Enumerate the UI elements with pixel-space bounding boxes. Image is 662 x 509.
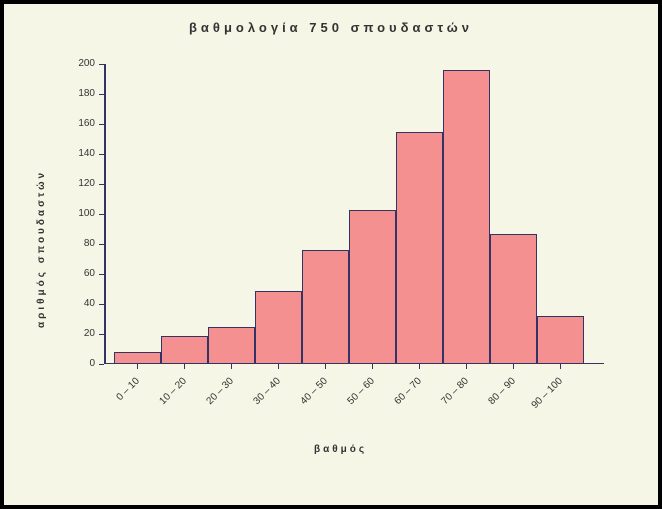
y-tick-label: 60	[55, 268, 95, 279]
y-tick-mark	[99, 304, 104, 305]
chart-title: βαθμολογία 750 σπουδαστών	[4, 20, 658, 35]
histogram-bar	[114, 352, 161, 364]
y-tick-label: 140	[55, 148, 95, 159]
canvas-border: βαθμολογία 750 σπουδαστών αριθμός σπουδα…	[0, 0, 662, 509]
histogram-bar	[302, 250, 349, 364]
y-tick-label: 20	[55, 328, 95, 339]
plot-area: 0204060801001201401601802000 – 1010 – 20…	[104, 64, 604, 364]
y-axis-line	[104, 64, 106, 364]
x-tick-mark	[419, 364, 420, 369]
y-tick-mark	[99, 364, 104, 365]
histogram-bar	[255, 291, 302, 365]
y-tick-mark	[99, 184, 104, 185]
histogram-bar	[349, 210, 396, 365]
histogram-bar	[161, 336, 208, 365]
y-tick-label: 40	[55, 298, 95, 309]
y-tick-mark	[99, 124, 104, 125]
chart-panel: βαθμολογία 750 σπουδαστών αριθμός σπουδα…	[4, 4, 658, 505]
y-tick-label: 180	[55, 88, 95, 99]
x-tick-mark	[184, 364, 185, 369]
x-tick-mark	[231, 364, 232, 369]
x-tick-mark	[372, 364, 373, 369]
y-tick-mark	[99, 214, 104, 215]
y-tick-label: 80	[55, 238, 95, 249]
x-tick-mark	[137, 364, 138, 369]
y-tick-mark	[99, 64, 104, 65]
histogram-bar	[537, 316, 584, 364]
y-tick-label: 100	[55, 208, 95, 219]
y-tick-label: 160	[55, 118, 95, 129]
y-tick-mark	[99, 244, 104, 245]
y-tick-mark	[99, 334, 104, 335]
x-tick-mark	[325, 364, 326, 369]
y-tick-label: 0	[55, 358, 95, 369]
x-tick-mark	[513, 364, 514, 369]
x-tick-mark	[466, 364, 467, 369]
y-axis-label: αριθμός σπουδαστών	[36, 170, 47, 328]
x-tick-mark	[278, 364, 279, 369]
x-tick-mark	[560, 364, 561, 369]
y-tick-mark	[99, 94, 104, 95]
y-tick-label: 200	[55, 58, 95, 69]
histogram-bar	[443, 70, 490, 364]
y-tick-label: 120	[55, 178, 95, 189]
y-tick-mark	[99, 274, 104, 275]
histogram-bar	[490, 234, 537, 365]
histogram-bar	[208, 327, 255, 365]
histogram-bar	[396, 132, 443, 365]
y-tick-mark	[99, 154, 104, 155]
